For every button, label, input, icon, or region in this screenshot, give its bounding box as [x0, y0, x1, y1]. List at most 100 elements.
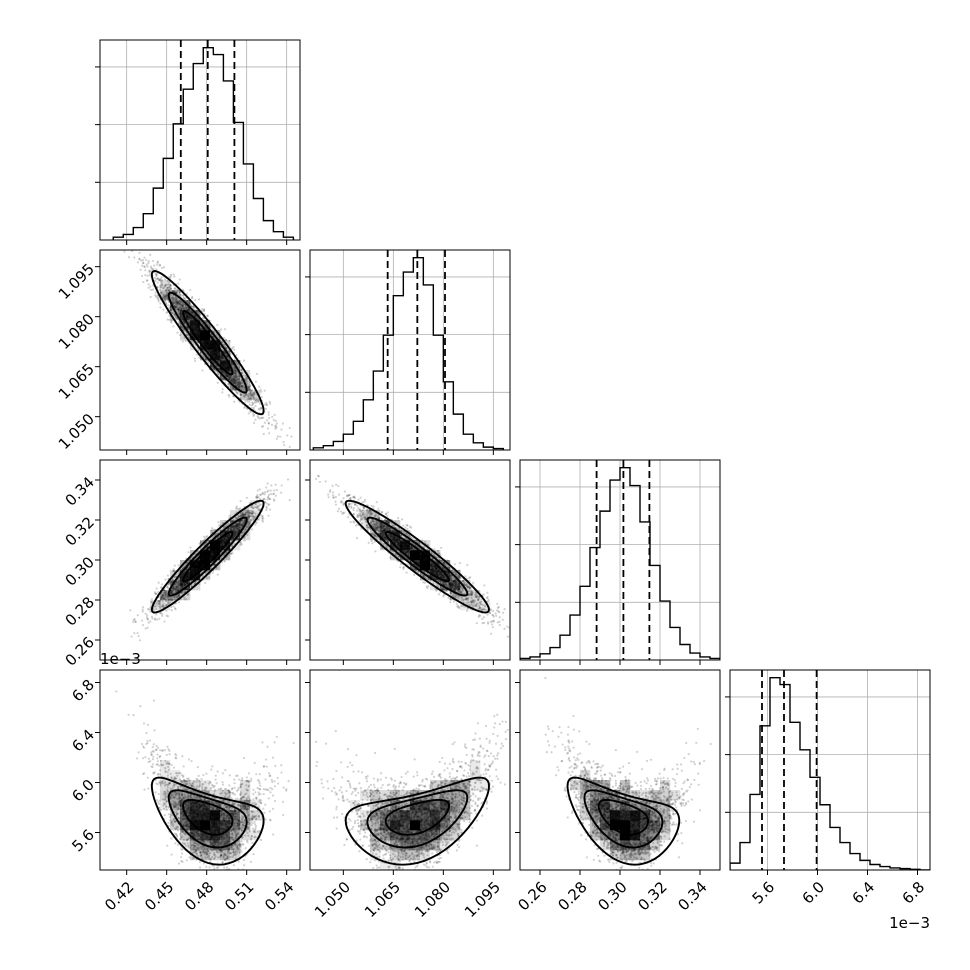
sample-point	[204, 556, 208, 559]
sample-point	[170, 321, 173, 324]
sample-point	[262, 432, 265, 436]
sample-point	[188, 308, 191, 311]
sample-point	[146, 274, 149, 277]
sample-point	[237, 523, 240, 526]
sample-point	[173, 314, 177, 317]
sample-point	[176, 308, 180, 311]
sample-point	[233, 528, 236, 531]
sample-point	[158, 617, 161, 620]
sample-point	[195, 564, 198, 567]
sample-point	[191, 320, 194, 324]
sample-point	[208, 341, 211, 344]
sample-point	[138, 258, 141, 261]
sample-point	[184, 583, 187, 587]
sample-point	[220, 546, 223, 549]
sample-point	[210, 346, 213, 349]
sample-point	[237, 530, 240, 533]
sample-point	[213, 352, 216, 355]
sample-point	[212, 548, 215, 551]
sample-point	[194, 331, 197, 334]
sample-point	[190, 317, 193, 320]
sample-point	[181, 305, 184, 308]
sample-point	[223, 365, 227, 368]
sample-point	[189, 322, 192, 325]
sample-point	[173, 575, 176, 579]
sample-point	[237, 530, 240, 533]
sample-point	[192, 322, 195, 325]
sample-point	[175, 585, 178, 588]
sample-point	[213, 350, 216, 353]
sample-point	[213, 356, 216, 359]
sample-point	[206, 336, 209, 340]
sample-point	[232, 380, 235, 383]
sample-point	[165, 286, 169, 290]
sample-point	[201, 341, 204, 344]
sample-point	[206, 558, 210, 561]
sample-point	[203, 334, 206, 337]
sample-point	[180, 591, 183, 594]
sample-point	[164, 297, 167, 300]
sample-point	[185, 333, 188, 336]
sample-point	[194, 321, 197, 324]
sample-point	[224, 338, 228, 341]
sample-point	[258, 385, 261, 388]
sample-point	[188, 314, 191, 318]
sample-point	[264, 407, 267, 411]
sample-point	[187, 551, 190, 554]
sample-point	[213, 550, 216, 553]
sample-point	[228, 547, 231, 550]
sample-point	[215, 543, 218, 546]
sample-point	[185, 305, 188, 308]
sample-point	[217, 355, 220, 358]
sample-point	[176, 299, 179, 302]
sample-point	[233, 372, 237, 375]
sample-point	[172, 300, 175, 303]
sample-point	[220, 363, 223, 367]
sample-point	[203, 561, 206, 564]
sample-point	[186, 588, 189, 591]
sample-point	[186, 334, 189, 337]
sample-point	[189, 320, 192, 324]
sample-point	[247, 388, 251, 392]
sample-point	[202, 557, 205, 560]
sample-point	[207, 553, 210, 556]
sample-point	[215, 347, 218, 350]
sample-point	[224, 338, 227, 341]
sample-point	[179, 309, 182, 313]
sample-point	[180, 583, 184, 587]
sample-point	[257, 399, 260, 402]
sample-point	[197, 565, 201, 568]
sample-point	[173, 586, 176, 590]
sample-point	[200, 328, 203, 331]
sample-point	[178, 321, 181, 325]
sample-point	[188, 575, 191, 578]
sample-point	[188, 574, 191, 577]
sample-point	[194, 322, 197, 325]
sample-point	[205, 557, 209, 561]
sample-point	[220, 540, 223, 543]
sample-point	[252, 506, 255, 510]
sample-point	[201, 369, 204, 372]
sample-point	[212, 350, 215, 353]
sample-point	[200, 560, 203, 563]
sample-point	[258, 508, 261, 512]
sample-point	[185, 568, 188, 571]
sample-point	[258, 417, 261, 420]
sample-point	[216, 381, 219, 384]
sample-point	[142, 280, 145, 284]
sample-point	[174, 587, 178, 590]
sample-point	[192, 305, 195, 309]
sample-point	[192, 568, 195, 572]
sample-point	[164, 590, 167, 593]
sample-point	[239, 523, 242, 526]
sample-point	[145, 259, 148, 262]
sample-point	[272, 418, 275, 421]
sample-point	[198, 336, 202, 339]
sample-point	[210, 556, 213, 559]
sample-point	[190, 570, 193, 574]
sample-point	[173, 275, 176, 278]
sample-point	[241, 531, 244, 535]
sample-point	[190, 310, 193, 313]
sample-point	[242, 389, 245, 392]
sample-point	[210, 550, 213, 553]
